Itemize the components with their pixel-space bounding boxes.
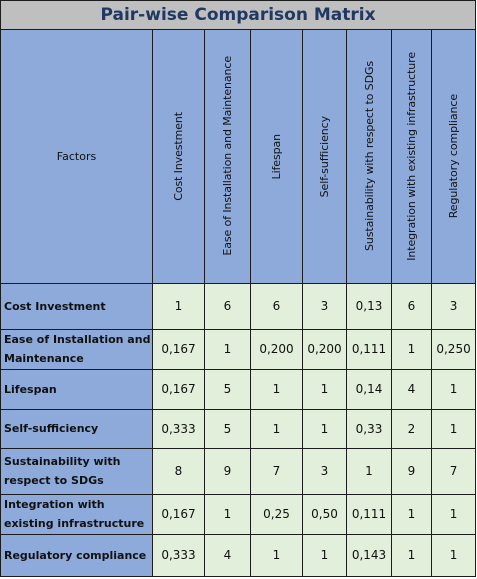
matrix-cell: 3 — [432, 283, 476, 329]
matrix-cell: 6 — [251, 283, 303, 329]
matrix-cell: 1 — [432, 369, 476, 409]
matrix-cell: 4 — [392, 369, 432, 409]
column-header-label: Cost Investment — [172, 112, 185, 201]
row-label: Regulatory compliance — [1, 534, 153, 576]
matrix-cell: 0,33 — [347, 409, 392, 448]
matrix-cell: 1 — [153, 283, 205, 329]
matrix-cell: 9 — [205, 448, 251, 494]
column-header-label: Integration with existing infrastructure — [405, 52, 418, 261]
matrix-cell: 0,200 — [303, 329, 347, 369]
matrix-cell: 0,200 — [251, 329, 303, 369]
matrix-cell: 7 — [251, 448, 303, 494]
matrix-cell: 1 — [392, 534, 432, 576]
matrix-cell: 1 — [432, 409, 476, 448]
matrix-cell: 5 — [205, 369, 251, 409]
matrix-cell: 1 — [432, 534, 476, 576]
table-row: Regulatory compliance 0,333 4 1 1 0,143 1 1 — [1, 534, 476, 576]
matrix-cell: 0,167 — [153, 369, 205, 409]
matrix-cell: 3 — [303, 448, 347, 494]
matrix-cell: 5 — [205, 409, 251, 448]
column-header-label: Sustainability with respect to SDGs — [363, 61, 376, 251]
column-header-label: Lifespan — [270, 134, 283, 179]
column-header-label: Self-sufficiency — [318, 116, 331, 197]
matrix-cell: 0,13 — [347, 283, 392, 329]
matrix-cell: 4 — [205, 534, 251, 576]
table-row: Integration with existing infrastructure… — [1, 494, 476, 534]
table-row: Lifespan 0,167 5 1 1 0,14 4 1 — [1, 369, 476, 409]
header-row: Factors Cost Investment Ease of Installat… — [1, 29, 476, 283]
column-header: Regulatory compliance — [432, 29, 476, 283]
column-header: Sustainability with respect to SDGs — [347, 29, 392, 283]
matrix-cell: 0,14 — [347, 369, 392, 409]
matrix-cell: 1 — [392, 494, 432, 534]
matrix-cell: 1 — [303, 534, 347, 576]
row-label: Sustainability with respect to SDGs — [1, 448, 153, 494]
matrix-cell: 0,167 — [153, 329, 205, 369]
matrix-cell: 3 — [303, 283, 347, 329]
matrix-cell: 1 — [303, 369, 347, 409]
matrix-cell: 1 — [205, 329, 251, 369]
row-label: Ease of Installation and Maintenance — [1, 329, 153, 369]
matrix-cell: 0,25 — [251, 494, 303, 534]
matrix-cell: 0,50 — [303, 494, 347, 534]
table-row: Cost Investment 1 6 6 3 0,13 6 3 — [1, 283, 476, 329]
column-header: Cost Investment — [153, 29, 205, 283]
matrix-cell: 1 — [251, 409, 303, 448]
column-header: Self-sufficiency — [303, 29, 347, 283]
column-header-label: Ease of Installation and Maintenance — [221, 56, 234, 256]
row-label: Integration with existing infrastructure — [1, 494, 153, 534]
column-header: Ease of Installation and Maintenance — [205, 29, 251, 283]
column-header-label: Regulatory compliance — [447, 94, 460, 218]
matrix-cell: 0,250 — [432, 329, 476, 369]
row-label: Self-sufficiency — [1, 409, 153, 448]
matrix-cell: 0,111 — [347, 494, 392, 534]
row-label: Cost Investment — [1, 283, 153, 329]
matrix-cell: 1 — [303, 409, 347, 448]
matrix-cell: 0,333 — [153, 409, 205, 448]
matrix-cell: 0,333 — [153, 534, 205, 576]
matrix-cell: 6 — [392, 283, 432, 329]
table-row: Self-sufficiency 0,333 5 1 1 0,33 2 1 — [1, 409, 476, 448]
matrix-title: Pair-wise Comparison Matrix — [1, 1, 476, 30]
matrix-cell: 7 — [432, 448, 476, 494]
table-row: Sustainability with respect to SDGs 8 9 7 3 1… — [1, 448, 476, 494]
row-label: Lifespan — [1, 369, 153, 409]
matrix-cell: 1 — [205, 494, 251, 534]
factors-header: Factors — [1, 29, 153, 283]
matrix-cell: 8 — [153, 448, 205, 494]
table-row: Ease of Installation and Maintenance 0,16… — [1, 329, 476, 369]
matrix-cell: 1 — [251, 534, 303, 576]
matrix-cell: 0,167 — [153, 494, 205, 534]
matrix-cell: 0,111 — [347, 329, 392, 369]
matrix-cell: 0,143 — [347, 534, 392, 576]
matrix-cell: 2 — [392, 409, 432, 448]
matrix-cell: 9 — [392, 448, 432, 494]
matrix-cell: 1 — [251, 369, 303, 409]
matrix-cell: 1 — [392, 329, 432, 369]
matrix-cell: 6 — [205, 283, 251, 329]
column-header: Integration with existing infrastructure — [392, 29, 432, 283]
column-header: Lifespan — [251, 29, 303, 283]
matrix-cell: 1 — [432, 494, 476, 534]
matrix-cell: 1 — [347, 448, 392, 494]
